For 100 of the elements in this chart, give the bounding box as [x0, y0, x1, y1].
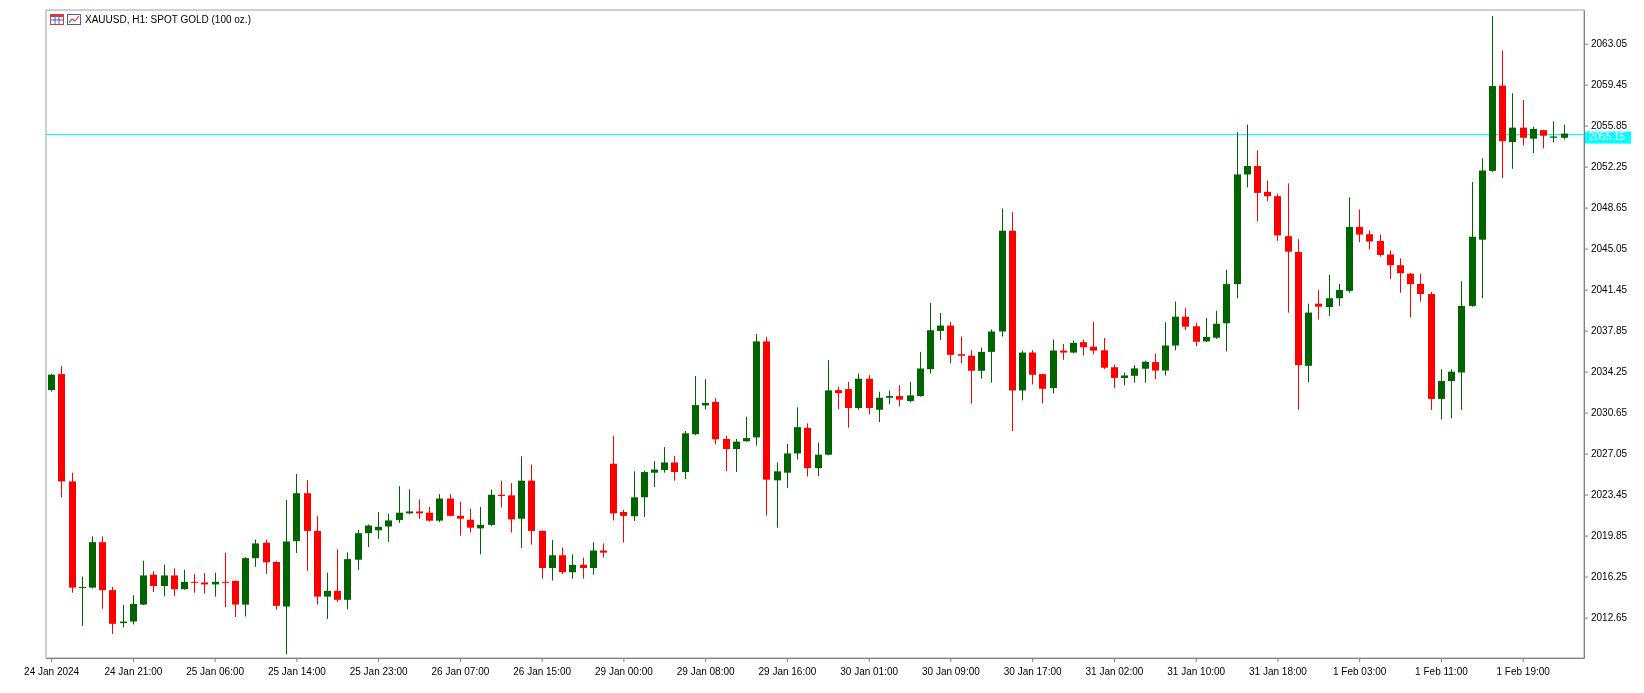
- x-tick-label: 30 Jan 17:00: [1003, 665, 1063, 677]
- x-tick-label: 25 Jan 14:00: [267, 665, 327, 677]
- candlestick: [1326, 274, 1333, 317]
- candlestick: [1111, 364, 1118, 389]
- candlestick: [958, 336, 965, 364]
- candlestick: [590, 541, 597, 576]
- candlestick: [1377, 234, 1384, 258]
- candlestick: [1397, 257, 1404, 294]
- y-tick-label: 2041.45: [1591, 284, 1628, 296]
- candlestick: [671, 455, 678, 482]
- y-tick-label: 2045.05: [1591, 243, 1628, 255]
- candlestick: [845, 381, 852, 429]
- y-tick-label: 2012.65: [1591, 612, 1628, 624]
- candlestick: [580, 557, 587, 580]
- candlestick: [1509, 92, 1516, 170]
- candlestick: [559, 547, 566, 575]
- x-tick-label: 1 Feb 03:00: [1332, 665, 1387, 677]
- x-tick-label: 29 Jan 08:00: [676, 665, 735, 677]
- candlestick: [978, 347, 985, 380]
- candlestick: [1285, 182, 1292, 314]
- candlestick: [334, 548, 341, 603]
- candlestick: [457, 501, 464, 537]
- candlestick: [1182, 307, 1189, 331]
- candlestick: [416, 498, 423, 520]
- candlestick: [968, 349, 975, 405]
- chart-title: XAUUSD, H1: SPOT GOLD (100 oz.): [85, 13, 251, 25]
- candlestick: [651, 460, 658, 488]
- candlestick: [549, 539, 556, 582]
- candlestick: [232, 580, 239, 618]
- x-tick-label: 31 Jan 18:00: [1249, 665, 1308, 677]
- y-tick-label: 2059.45: [1591, 79, 1628, 91]
- candlestick: [171, 567, 178, 597]
- y-tick-label: 2055.85: [1591, 120, 1628, 132]
- candlestick: [1356, 209, 1363, 243]
- candlestick: [631, 470, 638, 522]
- x-tick-label: 24 Jan 2024: [24, 665, 80, 677]
- y-tick-label: 2019.85: [1591, 530, 1628, 542]
- y-tick-label: 2023.45: [1591, 489, 1628, 501]
- y-tick-label: 2048.65: [1591, 202, 1628, 214]
- candlestick: [743, 416, 750, 443]
- x-tick-label: 1 Feb 11:00: [1415, 665, 1469, 677]
- candlestick: [1193, 322, 1200, 347]
- candlestick: [191, 573, 198, 594]
- candlestick: [723, 435, 730, 472]
- candlestick: [569, 553, 576, 580]
- candlestick: [1264, 180, 1271, 202]
- x-tick-label: 25 Jan 23:00: [349, 665, 408, 677]
- candlestick: [988, 329, 995, 384]
- candlestick: [1142, 360, 1149, 384]
- candlestick: [447, 493, 454, 518]
- candlestick: [1152, 353, 1159, 380]
- candlestick: [835, 386, 842, 410]
- x-tick-label: 30 Jan 01:00: [840, 665, 899, 677]
- y-tick-label: 2027.05: [1591, 448, 1628, 460]
- y-tick-label: 2016.25: [1591, 571, 1628, 583]
- candlestick: [1039, 373, 1046, 404]
- x-tick-label: 24 Jan 21:00: [104, 665, 163, 677]
- candlestick: [130, 594, 137, 625]
- candlestick: [1213, 310, 1220, 340]
- candlestick: [620, 509, 627, 544]
- candlestick: [1387, 249, 1394, 280]
- y-tick-label: 2030.65: [1591, 407, 1628, 419]
- candlestick: [733, 438, 740, 473]
- y-tick-label: 2037.85: [1591, 325, 1628, 337]
- candlestick: [774, 461, 781, 529]
- candlestick: [263, 539, 270, 575]
- candlestick: [1366, 229, 1373, 250]
- candlestick: [1029, 349, 1036, 385]
- x-tick-label: 25 Jan 06:00: [186, 665, 245, 677]
- candlestick: [1336, 283, 1343, 307]
- x-tick-label: 29 Jan 16:00: [758, 665, 817, 677]
- candlestick: [1203, 317, 1210, 343]
- x-tick-label: 31 Jan 10:00: [1167, 665, 1226, 677]
- candlestick: [1417, 273, 1424, 303]
- candlestick: [385, 513, 392, 543]
- x-tick-label: 1 Feb 19:00: [1496, 665, 1551, 677]
- candlestick: [365, 524, 372, 548]
- x-tick-label: 26 Jan 07:00: [431, 665, 490, 677]
- candlestick: [1090, 321, 1097, 355]
- y-tick-label: 2052.25: [1591, 161, 1628, 173]
- x-tick-label: 31 Jan 02:00: [1085, 665, 1144, 677]
- candlestick: [201, 572, 208, 595]
- x-tick-label: 30 Jan 09:00: [921, 665, 981, 677]
- candlestick: [150, 570, 157, 593]
- candlestick: [222, 552, 229, 608]
- candlestick: [396, 485, 403, 524]
- x-tick-label: 26 Jan 15:00: [513, 665, 572, 677]
- candlestick: [1315, 289, 1322, 321]
- candlestick: [876, 391, 883, 423]
- candlestick: [1448, 368, 1455, 419]
- candlestick: [661, 446, 668, 474]
- x-tick-label: 29 Jan 00:00: [594, 665, 654, 677]
- candlestick: [1407, 272, 1414, 318]
- y-tick-label: 2063.05: [1591, 38, 1628, 50]
- candlestick: [1530, 126, 1537, 154]
- candlestick: [406, 488, 413, 515]
- candlestick: [436, 493, 443, 523]
- candlestick: [1101, 337, 1108, 370]
- candlestick: [181, 569, 188, 591]
- candlestick: [1438, 368, 1445, 420]
